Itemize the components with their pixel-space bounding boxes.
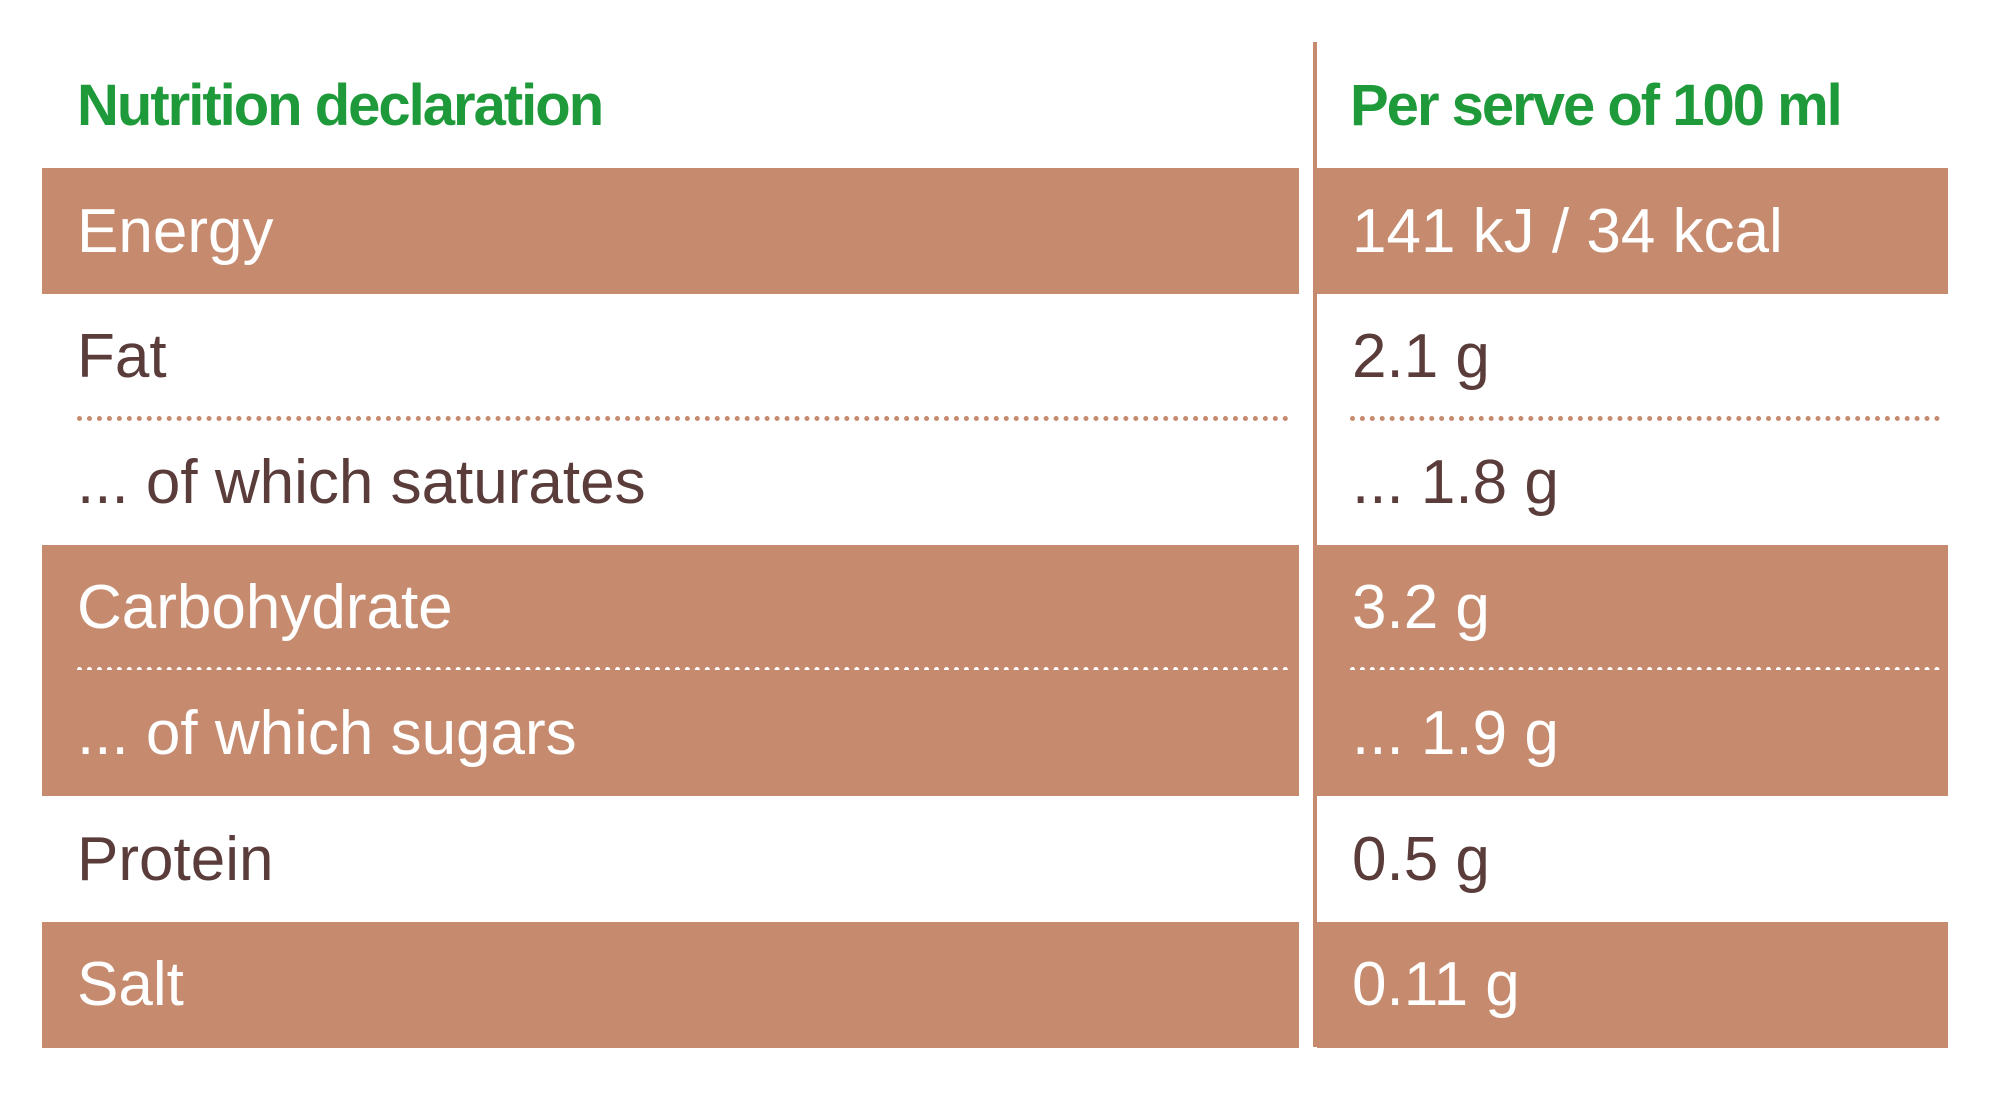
row-value: 0.5 g xyxy=(1352,824,1490,894)
row-label: ... of which sugars xyxy=(42,670,1299,797)
header-right: Per serve of 100 ml xyxy=(1350,73,1843,138)
dotted-separator xyxy=(1350,416,1940,422)
dotted-separator xyxy=(77,416,1289,422)
row-label: Energy xyxy=(42,168,1299,294)
row-label: Fat xyxy=(77,322,167,392)
row-label: Protein xyxy=(77,824,274,894)
row-label: Salt xyxy=(42,921,1299,1048)
row-value: 141 kJ / 34 kcal xyxy=(1317,168,1948,294)
dotted-separator xyxy=(1350,667,1940,673)
header-left: Nutrition declaration xyxy=(77,73,604,138)
row-value: 3.2 g xyxy=(1317,544,1948,671)
row-label: ... of which saturates xyxy=(77,447,646,517)
row-value: 0.11 g xyxy=(1317,921,1948,1048)
dotted-separator xyxy=(77,667,1289,673)
column-divider xyxy=(1313,42,1317,1047)
row-value: 2.1 g xyxy=(1352,322,1490,392)
row-value: ... 1.9 g xyxy=(1317,670,1948,797)
row-label: Carbohydrate xyxy=(42,544,1299,671)
row-value: ... 1.8 g xyxy=(1352,447,1559,517)
